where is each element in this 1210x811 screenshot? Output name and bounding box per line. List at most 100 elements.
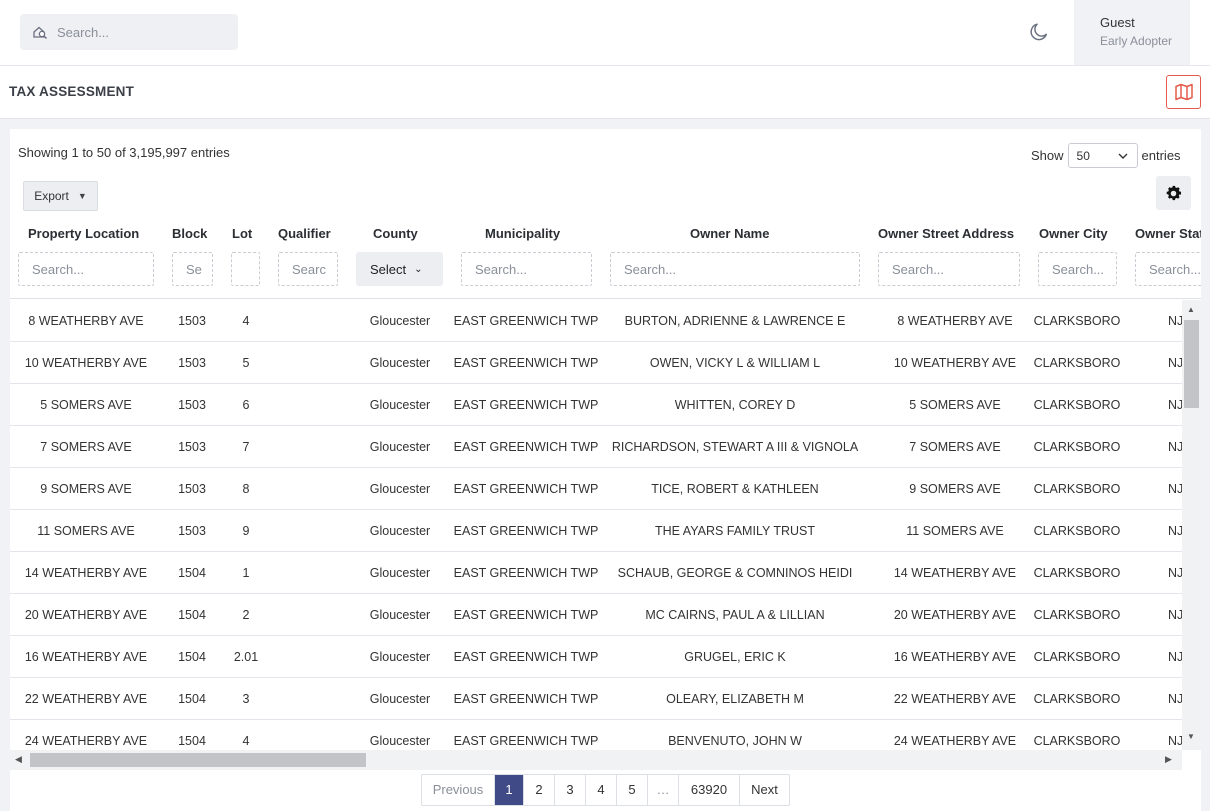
chevron-down-icon — [1118, 153, 1128, 159]
cell-lot: 6 — [242, 398, 250, 412]
cell-owner-city: CLARKSBORO — [1033, 314, 1121, 328]
next-page-button[interactable]: Next — [751, 782, 778, 797]
filter-owner-city[interactable] — [1038, 252, 1117, 286]
cell-block: 1503 — [178, 314, 206, 328]
table-row[interactable]: 14 WEATHERBY AVE 1504 1 Gloucester EAST … — [10, 552, 1182, 594]
filter-municipality[interactable] — [461, 252, 592, 286]
page-5-button[interactable]: 5 — [617, 775, 648, 805]
cell-owner-state: NJ — [1168, 314, 1182, 328]
cell-county: Gloucester — [369, 524, 431, 538]
filter-owner-street[interactable] — [878, 252, 1020, 286]
scroll-up-icon[interactable]: ▲ — [1187, 305, 1195, 314]
cell-block: 1503 — [178, 440, 206, 454]
table-row[interactable]: 10 WEATHERBY AVE 1503 5 Gloucester EAST … — [10, 342, 1182, 384]
export-button[interactable]: Export ▼ — [23, 181, 98, 211]
caret-down-icon: ▼ — [77, 191, 87, 201]
page-1-button[interactable]: 1 — [495, 775, 524, 805]
cell-lot: 2.01 — [233, 650, 259, 664]
table-row[interactable]: 5 SOMERS AVE 1503 6 Gloucester EAST GREE… — [10, 384, 1182, 426]
cell-municipality: EAST GREENWICH TWP — [453, 398, 599, 412]
table-row[interactable]: 24 WEATHERBY AVE 1504 4 Gloucester EAST … — [10, 720, 1182, 750]
vertical-scrollbar[interactable]: ▲ ▼ — [1182, 300, 1201, 750]
cell-block: 1503 — [178, 398, 206, 412]
vertical-scroll-thumb[interactable] — [1184, 320, 1199, 408]
cell-lot: 4 — [242, 734, 250, 748]
table-row[interactable]: 22 WEATHERBY AVE 1504 3 Gloucester EAST … — [10, 678, 1182, 720]
column-header[interactable]: Owner Stat — [1135, 226, 1201, 241]
cell-block: 1503 — [178, 482, 206, 496]
filter-owner-name[interactable] — [610, 252, 860, 286]
cell-qualifier — [276, 552, 346, 594]
page-title: TAX ASSESSMENT — [9, 84, 135, 99]
cell-owner-city: CLARKSBORO — [1033, 524, 1121, 538]
column-header[interactable]: Municipality — [485, 226, 561, 241]
user-menu[interactable]: Guest Early Adopter — [1074, 0, 1190, 65]
cell-owner-city: CLARKSBORO — [1033, 692, 1121, 706]
table-row[interactable]: 11 SOMERS AVE 1503 9 Gloucester EAST GRE… — [10, 510, 1182, 552]
previous-page-button[interactable]: Previous — [422, 775, 495, 805]
filter-county-select[interactable]: Select ⌄ — [356, 252, 443, 286]
cell-block: 1504 — [178, 650, 206, 664]
last-page-button[interactable]: 63920 — [679, 775, 740, 805]
cell-municipality: EAST GREENWICH TWP — [453, 734, 599, 748]
scroll-left-icon[interactable]: ◀ — [15, 754, 22, 764]
table-card: Showing 1 to 50 of 3,195,997 entries Sho… — [10, 129, 1201, 811]
cell-owner-name: WHITTEN, COREY D — [674, 398, 796, 412]
cell-lot: 8 — [242, 482, 250, 496]
column-header[interactable]: Qualifier — [278, 226, 331, 241]
cell-owner-name: OWEN, VICKY L & WILLIAM L — [649, 356, 821, 370]
moon-icon[interactable] — [1028, 21, 1050, 43]
cell-qualifier — [276, 510, 346, 552]
filter-lot[interactable] — [231, 252, 260, 286]
cell-block: 1504 — [178, 692, 206, 706]
filter-owner-state[interactable] — [1135, 252, 1201, 286]
table-row[interactable]: 8 WEATHERBY AVE 1503 4 Gloucester EAST G… — [10, 300, 1182, 342]
filter-qualifier[interactable] — [278, 252, 338, 286]
map-view-button[interactable] — [1166, 75, 1201, 109]
ellipsis: … — [648, 775, 679, 805]
column-header[interactable]: County — [373, 226, 418, 241]
cell-county: Gloucester — [369, 650, 431, 664]
county-select-label: Select — [370, 261, 407, 277]
cell-owner-state: NJ — [1168, 608, 1182, 622]
column-header[interactable]: Owner City — [1039, 226, 1108, 241]
cell-owner-state: NJ — [1168, 482, 1182, 496]
table-row[interactable]: 16 WEATHERBY AVE 1504 2.01 Gloucester EA… — [10, 636, 1182, 678]
horizontal-scrollbar[interactable]: ◀ ▶ — [10, 750, 1182, 770]
cell-county: Gloucester — [369, 566, 431, 580]
cell-qualifier — [276, 636, 346, 678]
global-search[interactable] — [20, 14, 238, 50]
cell-qualifier — [276, 678, 346, 720]
scroll-right-icon[interactable]: ▶ — [1165, 754, 1172, 764]
horizontal-scroll-thumb[interactable] — [30, 753, 366, 767]
gear-icon — [1166, 185, 1182, 200]
cell-qualifier — [276, 300, 346, 342]
cell-owner-street: 7 SOMERS AVE — [909, 440, 1001, 454]
column-header[interactable]: Block — [172, 226, 208, 241]
global-search-input[interactable] — [57, 24, 227, 40]
page-4-button[interactable]: 4 — [586, 775, 617, 805]
cell-owner-name: OLEARY, ELIZABETH M — [666, 692, 804, 706]
filter-property-location[interactable] — [18, 252, 154, 286]
page-2-button[interactable]: 2 — [524, 775, 555, 805]
page-3-button[interactable]: 3 — [555, 775, 586, 805]
cell-property-location: 24 WEATHERBY AVE — [24, 734, 148, 748]
cell-lot: 2 — [242, 608, 250, 622]
column-header[interactable]: Property Location — [28, 226, 140, 241]
table-row[interactable]: 7 SOMERS AVE 1503 7 Gloucester EAST GREE… — [10, 426, 1182, 468]
column-header[interactable]: Owner Street Address — [878, 226, 1015, 241]
cell-municipality: EAST GREENWICH TWP — [453, 608, 599, 622]
cell-owner-city: CLARKSBORO — [1033, 440, 1121, 454]
cell-owner-state: NJ — [1168, 692, 1182, 706]
column-header[interactable]: Owner Name — [690, 226, 770, 241]
column-header[interactable]: Lot — [232, 226, 253, 241]
table-row[interactable]: 9 SOMERS AVE 1503 8 Gloucester EAST GREE… — [10, 468, 1182, 510]
page-length-select[interactable]: 50 — [1067, 143, 1138, 168]
table-header: Property Location Block Lot Qualifier Co… — [10, 224, 1201, 299]
table-row[interactable]: 20 WEATHERBY AVE 1504 2 Gloucester EAST … — [10, 594, 1182, 636]
filter-block[interactable] — [172, 252, 213, 286]
cell-owner-city: CLARKSBORO — [1033, 566, 1121, 580]
column-settings-button[interactable] — [1156, 176, 1191, 210]
cell-block: 1504 — [178, 608, 206, 622]
scroll-down-icon[interactable]: ▼ — [1187, 732, 1195, 741]
